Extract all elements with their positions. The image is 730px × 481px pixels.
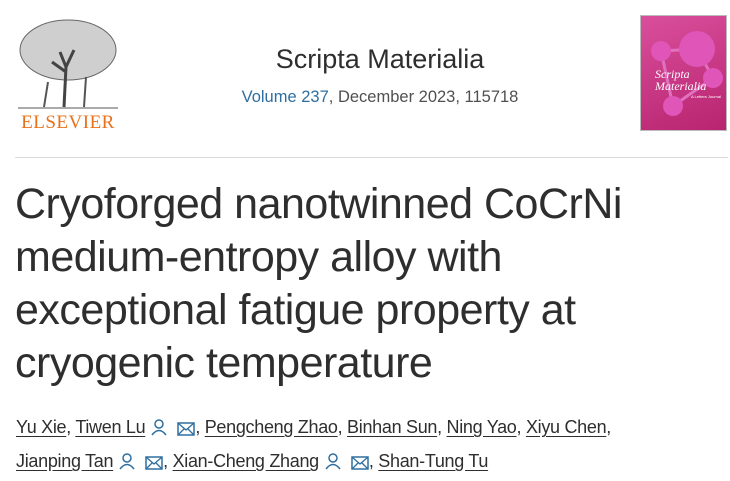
- author-link[interactable]: Shan-Tung Tu: [378, 451, 489, 471]
- person-icon[interactable]: [151, 415, 167, 446]
- author-entry: Xian-Cheng Zhang,: [173, 451, 379, 471]
- separator: ,: [337, 417, 348, 437]
- person-icon[interactable]: [325, 449, 341, 480]
- separator: ,: [195, 417, 205, 437]
- author-link[interactable]: Xiyu Chen: [525, 417, 607, 437]
- journal-volume-line: Volume 237, December 2023, 115718: [200, 88, 560, 107]
- author-entry: Shan-Tung Tu: [378, 451, 488, 471]
- article-title: Cryoforged nanotwinned CoCrNi medium-ent…: [15, 180, 622, 387]
- separator: ,: [606, 417, 611, 437]
- cover-subtitle: A Letters Journal: [691, 94, 722, 99]
- email-icon[interactable]: [351, 449, 369, 480]
- author-link[interactable]: Ning Yao: [446, 417, 517, 437]
- author-link[interactable]: Xian-Cheng Zhang: [172, 451, 320, 471]
- author-entry: Ning Yao,: [447, 417, 526, 437]
- author-entry: Yu Xie,: [16, 417, 75, 437]
- author-entry: Tiwen Lu,: [75, 417, 204, 437]
- separator: ,: [437, 417, 447, 437]
- email-icon[interactable]: [145, 449, 163, 480]
- person-icon[interactable]: [119, 449, 135, 480]
- author-link[interactable]: Tiwen Lu: [75, 417, 146, 437]
- email-icon[interactable]: [177, 415, 196, 446]
- author-link[interactable]: Jianping Tan: [16, 451, 114, 471]
- issue-info: , December 2023, 115718: [328, 88, 519, 106]
- author-link[interactable]: Binhan Sun: [347, 417, 438, 437]
- author-link[interactable]: Pengcheng Zhao: [204, 417, 338, 437]
- author-entry: Pengcheng Zhao,: [205, 417, 347, 437]
- journal-title[interactable]: Scripta Materialia: [275, 44, 485, 74]
- volume-link[interactable]: Volume 237: [241, 88, 329, 106]
- elsevier-tree-logo[interactable]: [14, 12, 122, 134]
- author-entry: Xiyu Chen,: [526, 417, 611, 437]
- author-entry: Binhan Sun,: [347, 417, 446, 437]
- separator: ,: [368, 451, 379, 471]
- elsevier-logo-text: ELSEVIER: [21, 112, 115, 133]
- author-entry: Jianping Tan,: [16, 451, 173, 471]
- author-list: Yu Xie, Tiwen Lu, Pengcheng Zhao, Binhan…: [16, 412, 716, 480]
- separator: ,: [163, 451, 173, 471]
- author-link[interactable]: Yu Xie: [16, 417, 67, 437]
- journal-cover-image[interactable]: Scripta Materialia A Letters Journal: [640, 15, 727, 131]
- cover-title: Scripta Materialia: [655, 67, 707, 93]
- separator: ,: [516, 417, 526, 437]
- separator: ,: [66, 417, 76, 437]
- header-divider: [15, 157, 728, 158]
